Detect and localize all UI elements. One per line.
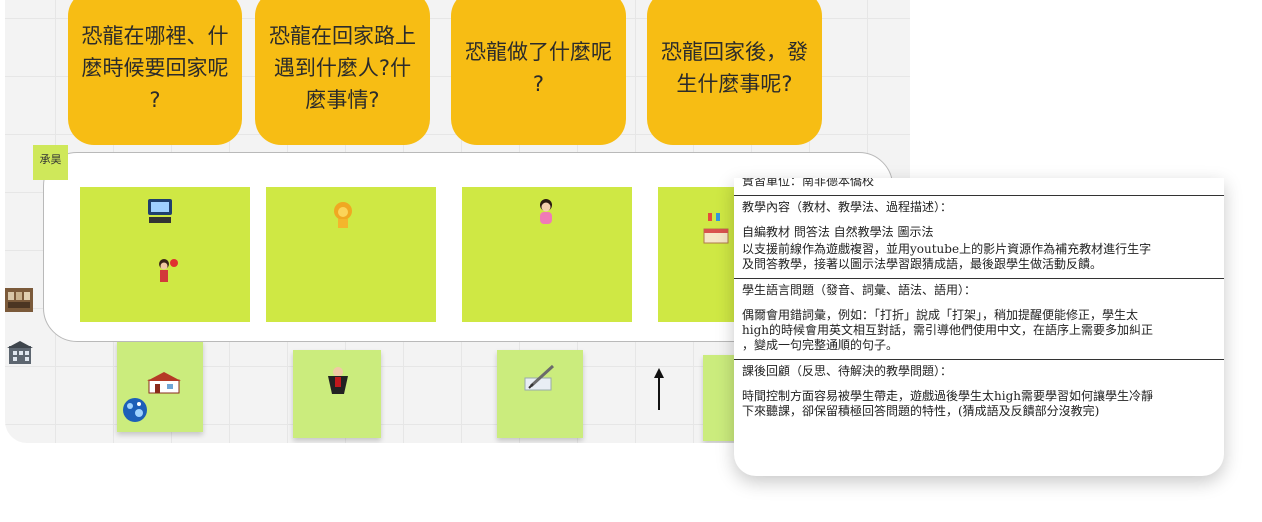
question-line: 恐龍在哪裡、什 [81, 23, 229, 48]
issues-line: high的時候會用英文相互對話，需引導他們使用中文，在語序上需要多加糾正 [742, 323, 1153, 337]
content-line: 及問答教學，接著以圖示法學習跟猜成語，最後跟學生做活動反饋。 [742, 257, 1103, 271]
issues-heading: 學生語言問題（發音、詞彙、語法、語用）： [742, 283, 977, 297]
sticky-note-3[interactable] [497, 350, 583, 438]
writing-icon [523, 364, 557, 398]
girl-with-ball-icon [154, 257, 182, 291]
image-card-1[interactable] [80, 187, 250, 322]
image-card-4[interactable] [658, 187, 738, 322]
sticky-note-2[interactable] [293, 350, 381, 438]
review-heading: 課後回顧（反思、待解決的教學問題）： [742, 364, 953, 378]
unit-text: 實習單位：南非德本僑校 [742, 178, 875, 188]
question-line: 遇到什麼人?什 [273, 55, 412, 80]
question-card-4[interactable]: 恐龍回家後，發 生什麼事呢? [647, 0, 822, 145]
question-line: ? [149, 87, 161, 112]
question-card-1[interactable]: 恐龍在哪裡、什 麼時候要回家呢 ? [68, 0, 242, 145]
vampire-icon [326, 366, 350, 400]
question-line: 麼事情? [305, 87, 380, 112]
image-card-2[interactable] [266, 187, 436, 322]
sticky-note-4[interactable] [703, 355, 739, 441]
building-icon[interactable] [5, 340, 35, 368]
globe-icon [121, 396, 149, 428]
language-issues-section: 學生語言問題（發音、詞彙、語法、語用）： 偶爾會用錯詞彙，例如：「打折」說成「打… [734, 279, 1224, 360]
house-icon [147, 372, 181, 398]
question-line: 生什麼事呢? [676, 71, 793, 96]
computer-icon [146, 197, 174, 229]
frame-label-tag[interactable]: 承昊 [33, 145, 68, 180]
birthday-cake-icon [702, 211, 732, 251]
teaching-content-section: 教學內容（教材、教學法、過程描述）： 自編教材 問答法 自然教學法 圖示法 以支… [734, 196, 1224, 279]
sticky-note-1[interactable] [117, 340, 203, 432]
image-card-3[interactable] [462, 187, 632, 322]
classroom-icon[interactable] [5, 286, 35, 314]
question-card-2[interactable]: 恐龍在回家路上 遇到什麼人?什 麼事情? [255, 0, 430, 145]
issues-line: ，變成一句完整通順的句子。 [742, 338, 899, 352]
arrow-up-icon[interactable] [652, 368, 666, 416]
review-line: 時間控制方面容易被學生帶走，遊戲過後學生太high需要學習如何讓學生冷靜 [742, 389, 1153, 403]
baby-icon [534, 197, 558, 231]
document-preview-panel[interactable]: 實習單位：南非德本僑校 教學內容（教材、教學法、過程描述）： 自編教材 問答法 … [734, 178, 1224, 476]
question-line: 恐龍在回家路上 [269, 23, 416, 48]
lion-icon [330, 201, 356, 233]
review-line: 下來聽課，卻保留積極回答問題的特性，(猜成語及反饋部分沒教完) [742, 404, 1100, 418]
question-line: 恐龍回家後，發 [661, 39, 808, 64]
question-line: ? [532, 71, 545, 96]
content-line: 以支援前線作為遊戲複習，並用youtube上的影片資源作為補充教材進行生字 [742, 242, 1152, 256]
unit-row: 實習單位：南非德本僑校 [734, 178, 1224, 196]
content-heading: 教學內容（教材、教學法、過程描述）： [742, 200, 953, 214]
question-card-3[interactable]: 恐龍做了什麼呢 ? [451, 0, 626, 145]
content-methods: 自編教材 問答法 自然教學法 圖示法 [742, 225, 934, 239]
issues-line: 偶爾會用錯詞彙，例如：「打折」說成「打架」，稍加提醒便能修正，學生太 [742, 308, 1139, 322]
question-line: 恐龍做了什麼呢 [465, 39, 612, 64]
review-section: 課後回顧（反思、待解決的教學問題）： 時間控制方面容易被學生帶走，遊戲過後學生太… [734, 360, 1224, 425]
question-line: 麼時候要回家呢 [81, 55, 229, 80]
